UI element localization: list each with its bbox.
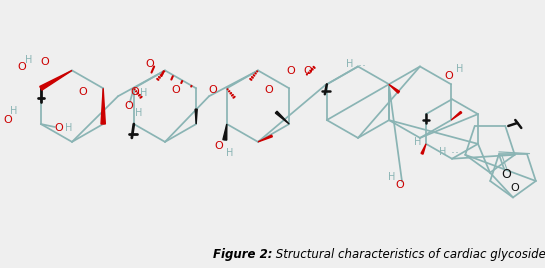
Text: H: H xyxy=(456,64,464,75)
Text: O: O xyxy=(265,85,274,95)
Text: O: O xyxy=(445,71,453,81)
Polygon shape xyxy=(451,111,462,120)
Text: ·: · xyxy=(455,147,459,160)
Text: O: O xyxy=(3,115,12,125)
Polygon shape xyxy=(101,88,105,124)
Polygon shape xyxy=(421,144,426,154)
Text: Figure 2:: Figure 2: xyxy=(213,248,272,261)
Text: ·: · xyxy=(362,60,366,73)
Text: H: H xyxy=(226,148,233,158)
Text: O: O xyxy=(511,183,519,192)
Text: O: O xyxy=(209,85,217,95)
Text: H: H xyxy=(388,172,396,182)
Text: O: O xyxy=(304,66,312,76)
Text: H: H xyxy=(414,137,422,147)
Text: H: H xyxy=(25,54,32,65)
Polygon shape xyxy=(389,84,399,93)
Polygon shape xyxy=(258,135,272,142)
Text: ·: · xyxy=(451,147,455,160)
Text: H: H xyxy=(346,59,354,69)
Polygon shape xyxy=(40,70,72,90)
Text: H: H xyxy=(140,88,148,98)
Text: O: O xyxy=(78,87,87,97)
Text: ·: · xyxy=(358,60,362,73)
Text: H: H xyxy=(65,123,72,133)
Text: O: O xyxy=(131,87,140,97)
Polygon shape xyxy=(223,124,227,140)
Text: O: O xyxy=(17,62,26,72)
Text: O: O xyxy=(41,57,50,66)
Text: H: H xyxy=(10,106,17,116)
Text: O: O xyxy=(287,66,295,76)
Text: H: H xyxy=(439,147,447,157)
Polygon shape xyxy=(275,111,289,124)
Polygon shape xyxy=(195,109,197,124)
Text: O: O xyxy=(54,123,63,133)
Text: O: O xyxy=(124,101,133,111)
Text: O: O xyxy=(396,180,404,189)
Text: O: O xyxy=(501,168,511,181)
Text: Structural characteristics of cardiac glycosides.: Structural characteristics of cardiac gl… xyxy=(272,248,545,261)
Text: O: O xyxy=(146,59,154,69)
Text: O: O xyxy=(172,85,180,95)
Text: H: H xyxy=(135,108,142,118)
Text: O: O xyxy=(214,141,223,151)
